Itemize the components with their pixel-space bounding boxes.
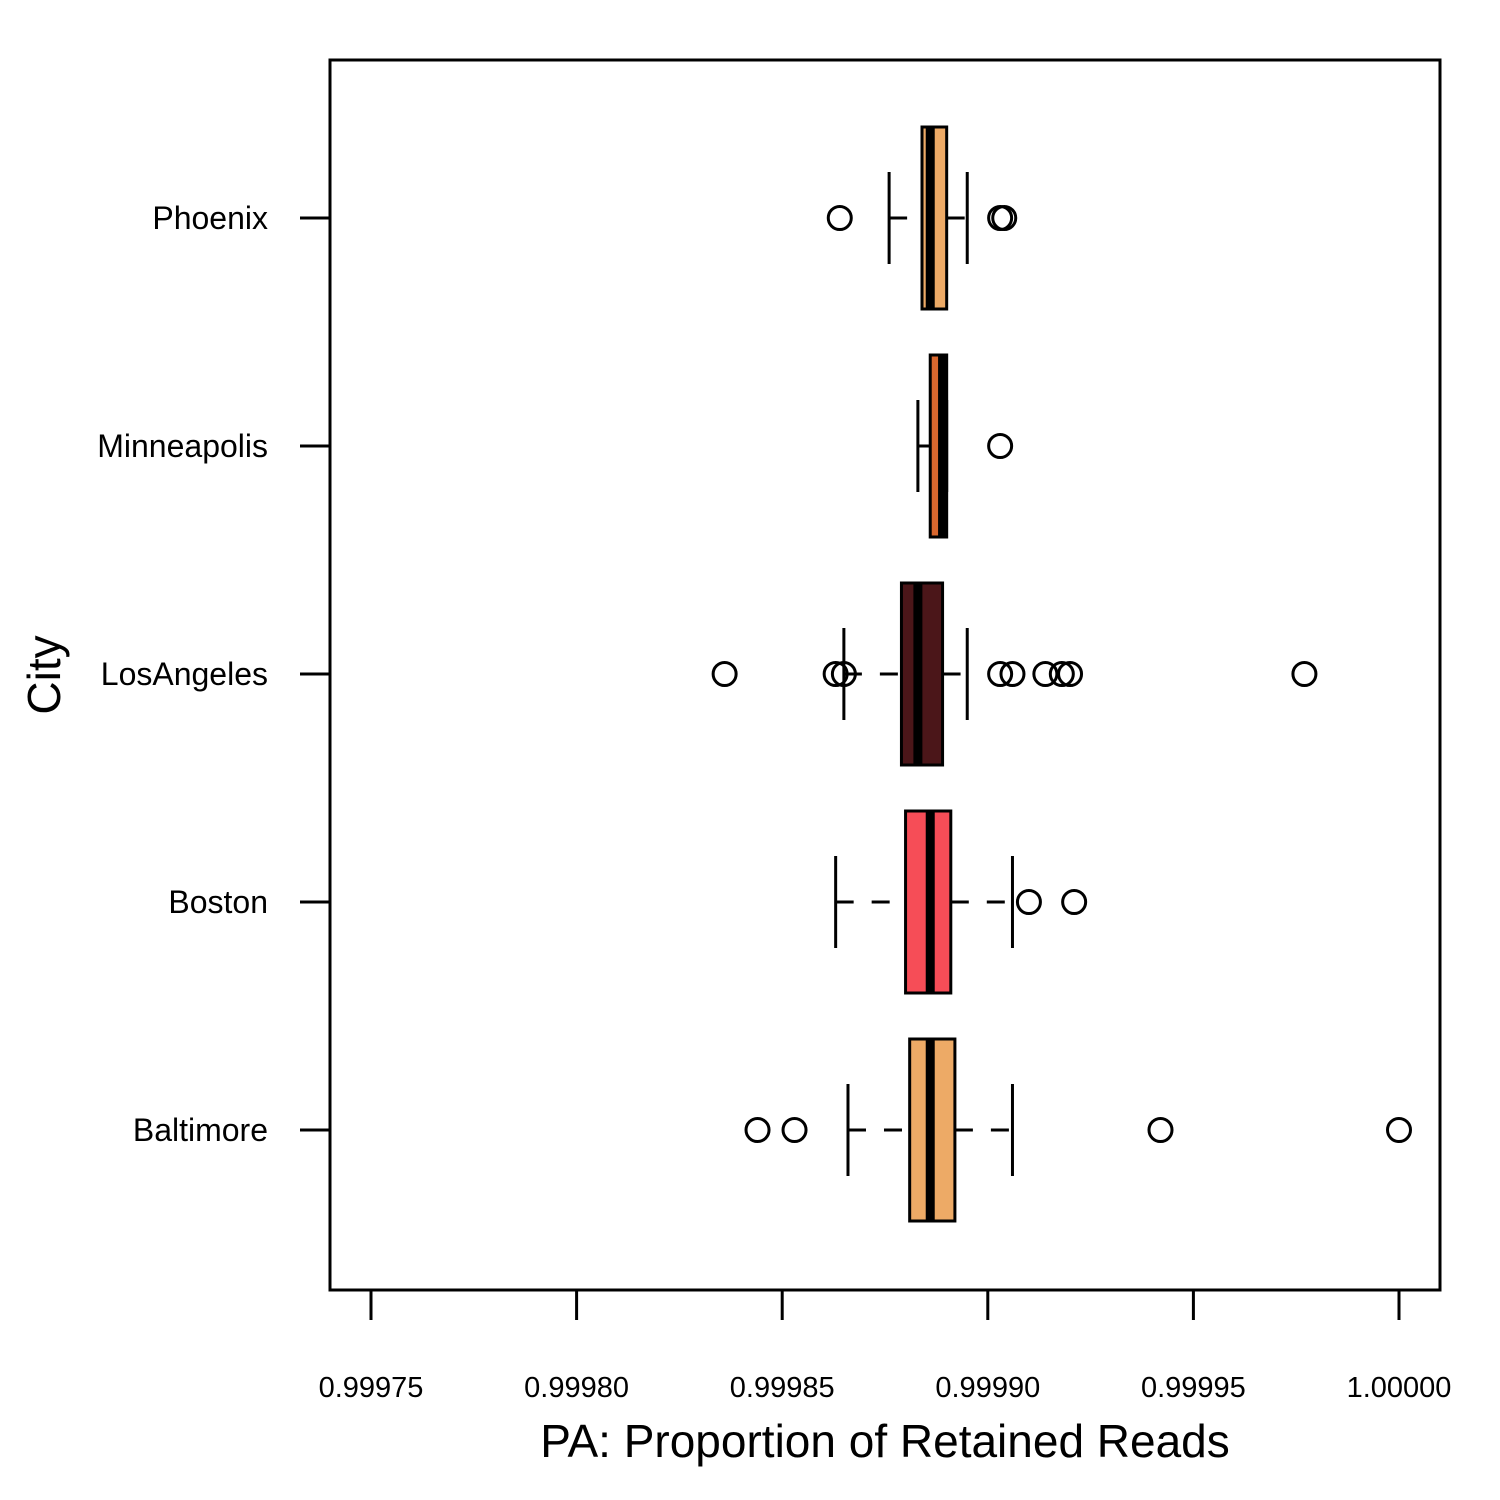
outlier-point	[826, 205, 853, 231]
box-boston	[834, 809, 1088, 995]
outlier-point	[1015, 889, 1042, 915]
box-minneapolis	[916, 353, 1014, 539]
outlier-point	[987, 433, 1014, 459]
x-tick-label: 0.99990	[935, 1372, 1040, 1404]
x-tick-label: 0.99985	[730, 1372, 835, 1404]
outlier-point	[711, 661, 738, 687]
outlier-point	[987, 661, 1014, 687]
y-axis-title: City	[18, 635, 70, 714]
box-losangeles	[711, 581, 1318, 767]
outlier-point	[822, 661, 849, 687]
x-axis: 0.99975 0.99980 0.99985 0.99990 0.99995 1.000…	[319, 1288, 1452, 1404]
outlier-point	[744, 1117, 771, 1143]
y-axis: Baltimore Boston LosAngeles Minneapolis Phoe…	[97, 200, 330, 1148]
outlier-point	[1032, 661, 1059, 687]
x-tick-label: 0.99995	[1141, 1372, 1246, 1404]
box-series	[711, 125, 1412, 1223]
outlier-point	[1048, 661, 1075, 687]
x-tick-label: 0.99975	[319, 1372, 424, 1404]
y-tick-label-minneapolis: Minneapolis	[97, 428, 268, 464]
outlier-point	[781, 1117, 808, 1143]
x-tick-label: 1.00000	[1347, 1372, 1452, 1404]
x-axis-title: PA: Proportion of Retained Reads	[540, 1415, 1230, 1467]
box-phoenix	[826, 125, 1018, 311]
y-tick-label-phoenix: Phoenix	[152, 200, 268, 236]
outlier-point	[1147, 1117, 1174, 1143]
y-tick-label-boston: Boston	[168, 884, 268, 920]
y-tick-label-losangeles: LosAngeles	[101, 656, 268, 692]
outlier-point	[999, 661, 1026, 687]
outlier-point	[1386, 1117, 1412, 1143]
outlier-point	[1057, 661, 1084, 687]
y-tick-label-baltimore: Baltimore	[133, 1112, 268, 1148]
outlier-point	[1061, 889, 1088, 915]
outlier-point	[1291, 661, 1318, 687]
x-tick-label: 0.99980	[524, 1372, 629, 1404]
outlier-point	[991, 205, 1018, 231]
outlier-point	[830, 661, 857, 687]
box-baltimore	[744, 1037, 1412, 1223]
